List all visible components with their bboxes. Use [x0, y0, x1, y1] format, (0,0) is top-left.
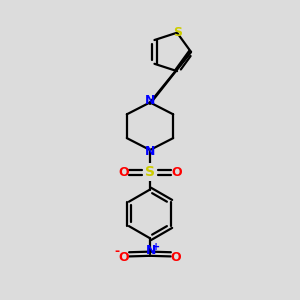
Text: N: N	[145, 145, 155, 158]
Text: O: O	[118, 166, 129, 179]
Text: N: N	[146, 244, 156, 257]
Text: S: S	[173, 26, 182, 39]
Text: O: O	[118, 251, 129, 264]
Text: -: -	[115, 245, 120, 258]
Text: +: +	[152, 242, 160, 252]
Text: S: S	[145, 165, 155, 179]
Text: O: O	[171, 166, 182, 179]
Text: N: N	[145, 94, 155, 107]
Text: O: O	[171, 251, 182, 264]
